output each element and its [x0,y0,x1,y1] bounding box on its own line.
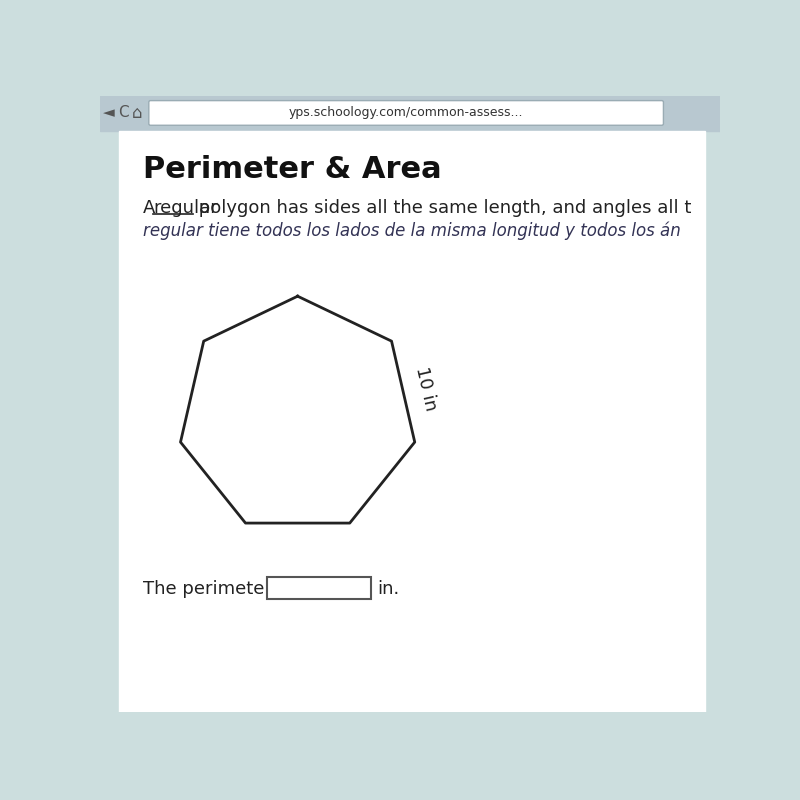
Text: C: C [118,106,129,121]
Text: ◄: ◄ [103,106,115,121]
Text: regular: regular [154,198,218,217]
Text: in.: in. [378,580,400,598]
Text: regular tiene todos los lados de la misma longitud y todos los án: regular tiene todos los lados de la mism… [142,222,680,240]
Text: polygon has sides all the same length, and angles all t: polygon has sides all the same length, a… [193,198,691,217]
Text: yps.schoology.com/common-assess...: yps.schoology.com/common-assess... [289,106,523,119]
FancyBboxPatch shape [149,101,663,126]
Text: ⌂: ⌂ [132,104,142,122]
Text: 10 in: 10 in [412,365,440,413]
Bar [266,578,371,599]
Text: Perimeter & Area: Perimeter & Area [142,154,442,184]
Bar [100,96,720,130]
Text: A: A [142,198,161,217]
Text: The perimeter is: The perimeter is [142,580,292,598]
